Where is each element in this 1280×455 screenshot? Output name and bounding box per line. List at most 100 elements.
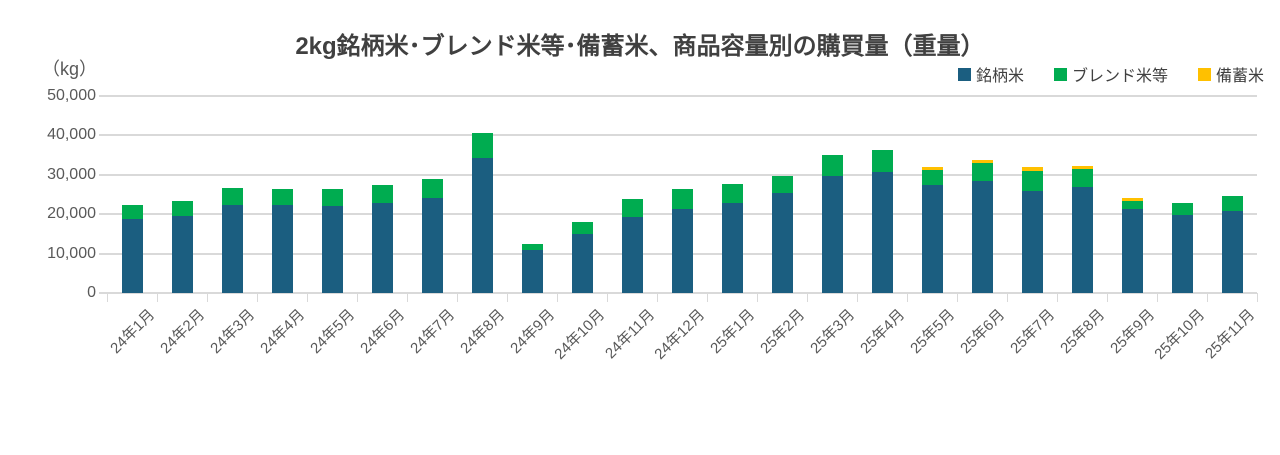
x-axis-tick <box>1157 293 1158 302</box>
bar-24年8月 <box>471 132 493 293</box>
bar-segment-銘柄米 <box>1221 211 1243 293</box>
bar-segment-ブレンド米等 <box>1221 195 1243 212</box>
x-axis-tick <box>707 293 708 302</box>
bar-segment-銘柄米 <box>871 172 893 293</box>
bar-segment-銘柄米 <box>571 233 593 293</box>
bar-24年9月 <box>521 243 543 293</box>
bar-segment-ブレンド米等 <box>1121 201 1143 210</box>
bar-segment-銘柄米 <box>371 203 393 293</box>
x-axis-tick <box>457 293 458 302</box>
x-axis-tick <box>607 293 608 302</box>
bar-24年7月 <box>421 179 443 293</box>
bar-segment-銘柄米 <box>321 205 343 293</box>
bar-segment-銘柄米 <box>971 180 993 293</box>
legend-swatch-icon <box>1053 67 1067 81</box>
bar-segment-銘柄米 <box>471 157 493 293</box>
bar-24年11月 <box>621 199 643 293</box>
legend-item: ブレンド米等 <box>1053 62 1168 86</box>
x-axis-tick <box>407 293 408 302</box>
bar-segment-銘柄米 <box>671 208 693 293</box>
x-axis-tick <box>307 293 308 302</box>
bar-segment-ブレンド米等 <box>971 162 993 181</box>
bar-segment-ブレンド米等 <box>1021 171 1043 191</box>
bar-24年12月 <box>671 188 693 293</box>
bar-segment-ブレンド米等 <box>1071 169 1093 187</box>
gridline <box>99 292 1257 294</box>
x-axis-tick <box>1207 293 1208 302</box>
legend: 銘柄米 ブレンド米等 備蓄米 <box>957 62 1264 86</box>
gridline <box>99 134 1257 137</box>
y-axis-tick-label: 30,000 <box>47 165 96 183</box>
bar-segment-ブレンド米等 <box>771 175 793 194</box>
gridline <box>99 173 1257 176</box>
bar-segment-ブレンド米等 <box>821 155 843 176</box>
x-axis-tick <box>257 293 258 302</box>
bar-segment-ブレンド米等 <box>1171 203 1193 216</box>
y-axis-tick-label: 10,000 <box>47 244 96 262</box>
bar-segment-ブレンド米等 <box>221 188 243 206</box>
bar-segment-銘柄米 <box>1121 209 1143 293</box>
bar-segment-ブレンド米等 <box>121 205 143 219</box>
x-axis-tick <box>557 293 558 302</box>
bar-segment-ブレンド米等 <box>621 199 643 217</box>
bar-segment-銘柄米 <box>521 250 543 293</box>
bar-segment-ブレンド米等 <box>921 169 943 186</box>
bar-segment-ブレンド米等 <box>521 243 543 251</box>
x-axis-tick <box>157 293 158 302</box>
legend-label: ブレンド米等 <box>1071 68 1168 85</box>
bar-segment-ブレンド米等 <box>871 149 893 173</box>
bar-segment-銘柄米 <box>821 175 843 293</box>
x-axis-tick <box>507 293 508 302</box>
bar-segment-銘柄米 <box>421 197 443 293</box>
bar-24年1月 <box>121 205 143 293</box>
bar-25年2月 <box>771 175 793 293</box>
y-axis-tick-label: 0 <box>87 284 96 301</box>
bar-25年3月 <box>821 155 843 293</box>
bar-25年8月 <box>1071 165 1093 293</box>
bar-24年6月 <box>371 184 393 293</box>
y-axis-tick-label: 50,000 <box>47 87 96 104</box>
legend-item: 銘柄米 <box>957 62 1024 86</box>
bar-segment-ブレンド米等 <box>421 179 443 198</box>
bar-25年5月 <box>921 166 943 293</box>
bar-24年2月 <box>171 200 193 293</box>
bar-25年6月 <box>971 159 993 293</box>
bar-segment-銘柄米 <box>771 193 793 293</box>
bar-segment-銘柄米 <box>921 185 943 293</box>
bar-segment-ブレンド米等 <box>571 222 593 234</box>
bar-segment-銘柄米 <box>621 216 643 293</box>
bar-segment-銘柄米 <box>1171 215 1193 293</box>
bar-segment-備蓄米 <box>1021 167 1043 172</box>
bar-segment-備蓄米 <box>921 166 943 170</box>
x-axis-tick <box>807 293 808 302</box>
y-axis-tick-label: 20,000 <box>47 205 96 223</box>
bar-segment-ブレンド米等 <box>321 189 343 206</box>
bar-segment-銘柄米 <box>221 205 243 293</box>
bar-25年4月 <box>871 149 893 293</box>
bar-25年7月 <box>1021 167 1043 293</box>
x-axis-tick <box>907 293 908 302</box>
bar-segment-備蓄米 <box>971 159 993 163</box>
bar-segment-ブレンド米等 <box>271 188 293 206</box>
bar-segment-備蓄米 <box>1071 165 1093 170</box>
x-axis-tick <box>857 293 858 302</box>
bar-25年10月 <box>1171 203 1193 293</box>
bar-segment-銘柄米 <box>721 202 743 293</box>
bar-24年3月 <box>221 188 243 293</box>
bar-24年10月 <box>571 222 593 293</box>
bar-segment-銘柄米 <box>121 218 143 293</box>
x-axis-tick <box>1107 293 1108 302</box>
x-axis-tick <box>107 293 108 302</box>
x-axis-tick <box>357 293 358 302</box>
bar-segment-銘柄米 <box>171 215 193 293</box>
x-axis-tick <box>757 293 758 302</box>
legend-label: 備蓄米 <box>1215 68 1264 85</box>
y-axis-unit-label: （kg） <box>42 59 98 79</box>
bar-segment-ブレンド米等 <box>671 188 693 209</box>
bar-segment-ブレンド米等 <box>371 184 393 204</box>
bar-segment-ブレンド米等 <box>471 132 493 158</box>
bar-segment-ブレンド米等 <box>721 183 743 203</box>
x-axis-tick <box>207 293 208 302</box>
bar-25年11月 <box>1221 195 1243 293</box>
bar-segment-銘柄米 <box>1071 186 1093 293</box>
